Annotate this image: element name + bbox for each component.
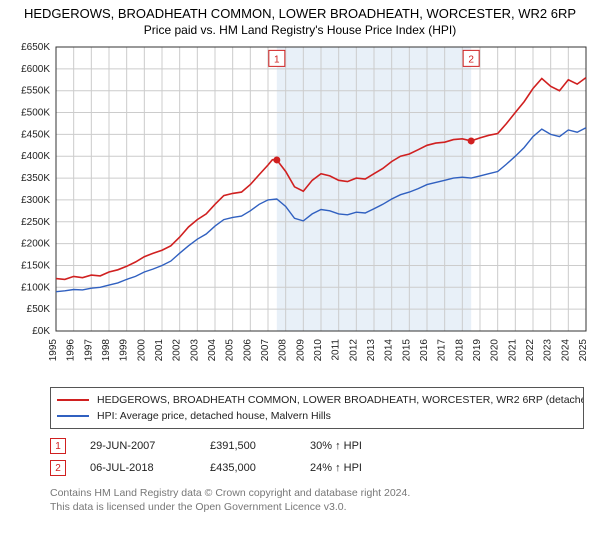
svg-text:2000: 2000	[136, 339, 147, 362]
svg-text:2013: 2013	[366, 339, 377, 362]
marker-row: 1 29-JUN-2007£391,50030% ↑ HPI	[50, 435, 590, 457]
svg-text:£500K: £500K	[21, 108, 50, 119]
svg-text:£100K: £100K	[21, 282, 50, 293]
svg-text:£250K: £250K	[21, 217, 50, 228]
marker-diff: 30% ↑ HPI	[310, 440, 390, 452]
svg-text:2004: 2004	[207, 339, 218, 362]
marker-price: £435,000	[210, 462, 310, 474]
svg-text:2022: 2022	[525, 339, 536, 362]
svg-text:2007: 2007	[260, 339, 271, 362]
marker-price: £391,500	[210, 440, 310, 452]
svg-text:2012: 2012	[348, 339, 359, 362]
svg-text:2002: 2002	[172, 339, 183, 362]
svg-text:£350K: £350K	[21, 173, 50, 184]
svg-text:2024: 2024	[560, 339, 571, 362]
chart-subtitle: Price paid vs. HM Land Registry's House …	[0, 21, 600, 41]
svg-text:£50K: £50K	[27, 304, 51, 315]
line-chart: £0K £50K £100K £150K £200K £250K £300K £350K £40…	[10, 41, 590, 381]
svg-text:2018: 2018	[454, 339, 465, 362]
marker-table: 1 29-JUN-2007£391,50030% ↑ HPI 2 06-JUL-201…	[50, 435, 590, 479]
chart-container: HEDGEROWS, BROADHEATH COMMON, LOWER BROA…	[0, 0, 600, 514]
svg-text:2016: 2016	[419, 339, 430, 362]
attribution: Contains HM Land Registry data © Crown c…	[50, 487, 590, 514]
svg-text:2017: 2017	[437, 339, 448, 362]
svg-text:2015: 2015	[401, 339, 412, 362]
legend-swatch	[57, 415, 89, 417]
svg-text:2005: 2005	[225, 339, 236, 362]
svg-text:2023: 2023	[543, 339, 554, 362]
svg-text:2001: 2001	[154, 339, 165, 362]
svg-text:2006: 2006	[242, 339, 253, 362]
svg-text:£450K: £450K	[21, 129, 50, 140]
svg-text:2011: 2011	[331, 339, 342, 361]
svg-text:2020: 2020	[490, 339, 501, 362]
legend-item: HEDGEROWS, BROADHEATH COMMON, LOWER BROA…	[57, 392, 577, 408]
legend-swatch	[57, 399, 89, 401]
attribution-line2: This data is licensed under the Open Gov…	[50, 501, 590, 515]
svg-text:1995: 1995	[48, 339, 59, 362]
legend-label: HPI: Average price, detached house, Malv…	[97, 410, 331, 422]
svg-text:2010: 2010	[313, 339, 324, 362]
svg-text:2: 2	[468, 54, 474, 65]
svg-text:1997: 1997	[83, 339, 94, 362]
marker-row: 2 06-JUL-2018£435,00024% ↑ HPI	[50, 457, 590, 479]
svg-text:£300K: £300K	[21, 195, 50, 206]
svg-text:1998: 1998	[101, 339, 112, 362]
svg-text:£200K: £200K	[21, 239, 50, 250]
svg-text:2009: 2009	[295, 339, 306, 362]
svg-text:£650K: £650K	[21, 42, 50, 53]
svg-text:£600K: £600K	[21, 64, 50, 75]
svg-text:2025: 2025	[578, 339, 589, 362]
svg-text:2014: 2014	[384, 339, 395, 362]
chart-area: £0K £50K £100K £150K £200K £250K £300K £350K £40…	[10, 41, 590, 381]
marker-diff: 24% ↑ HPI	[310, 462, 390, 474]
svg-text:£400K: £400K	[21, 151, 50, 162]
attribution-line1: Contains HM Land Registry data © Crown c…	[50, 487, 590, 501]
svg-text:1996: 1996	[66, 339, 77, 362]
legend: HEDGEROWS, BROADHEATH COMMON, LOWER BROA…	[50, 387, 584, 429]
chart-title: HEDGEROWS, BROADHEATH COMMON, LOWER BROA…	[0, 0, 600, 21]
marker-date: 29-JUN-2007	[90, 440, 210, 452]
legend-label: HEDGEROWS, BROADHEATH COMMON, LOWER BROA…	[97, 394, 584, 406]
svg-text:2003: 2003	[189, 339, 200, 362]
svg-text:1: 1	[274, 54, 280, 65]
svg-text:£0K: £0K	[32, 326, 50, 337]
svg-text:2019: 2019	[472, 339, 483, 362]
marker-number-box: 2	[50, 460, 66, 476]
svg-text:2008: 2008	[278, 339, 289, 362]
svg-text:£550K: £550K	[21, 86, 50, 97]
svg-text:2021: 2021	[507, 339, 518, 362]
svg-text:£150K: £150K	[21, 260, 50, 271]
marker-date: 06-JUL-2018	[90, 462, 210, 474]
legend-item: HPI: Average price, detached house, Malv…	[57, 408, 577, 424]
marker-number-box: 1	[50, 438, 66, 454]
svg-text:1999: 1999	[119, 339, 130, 362]
